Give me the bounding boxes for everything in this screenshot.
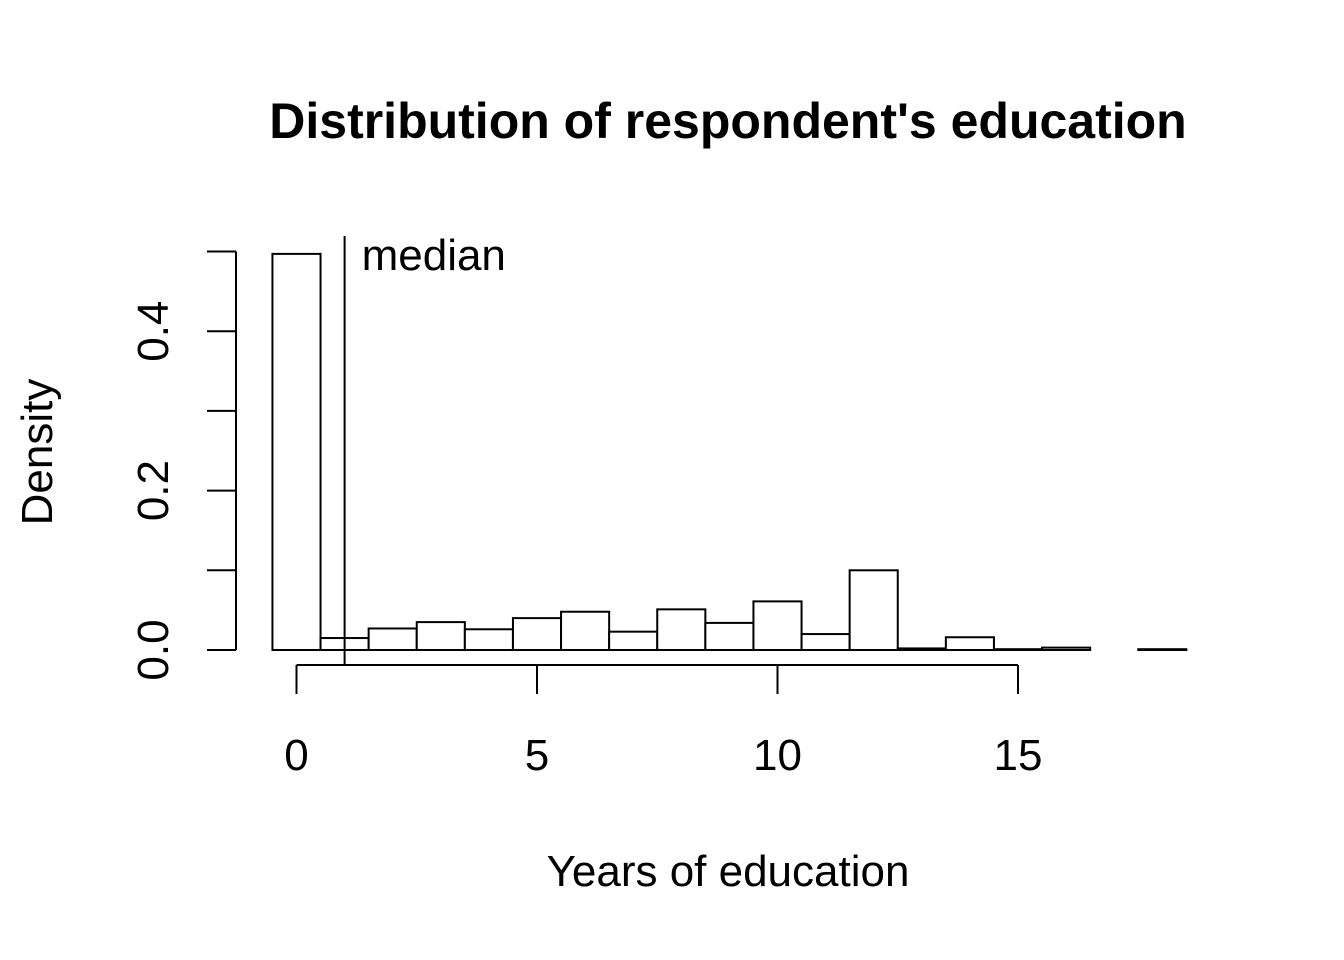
y-tick-label: 0.0: [129, 619, 178, 680]
x-axis-label: Years of education: [547, 847, 910, 896]
bars-group: [271, 252, 1188, 652]
y-axis-label: Density: [13, 379, 62, 526]
y-axis: 0.0 0.2 0.4: [129, 250, 237, 681]
histogram-bar: [944, 636, 995, 651]
median-label: median: [362, 231, 506, 280]
histogram-bar: [800, 633, 851, 651]
histogram-bar: [367, 627, 418, 651]
histogram-bar: [752, 600, 803, 652]
histogram-bar: [1041, 646, 1092, 651]
annotations-group: median: [343, 231, 506, 666]
histogram-bar: [415, 621, 466, 651]
histogram-bar: [463, 628, 514, 652]
x-tick-label: 5: [525, 731, 549, 780]
y-tick-label: 0.4: [129, 301, 178, 362]
histogram-bar: [704, 621, 755, 652]
x-tick-label: 0: [284, 731, 308, 780]
histogram-bar: [656, 608, 707, 651]
histogram-bar: [511, 617, 563, 651]
histogram-bar: [271, 252, 322, 651]
x-tick-label: 10: [753, 731, 802, 780]
y-tick-label: 0.2: [129, 460, 178, 521]
histogram-bar: [992, 648, 1044, 652]
histogram-bar: [848, 569, 899, 651]
histogram-bar: [1137, 648, 1188, 652]
histogram-bar: [896, 647, 947, 651]
chart-title: Distribution of respondent's education: [269, 93, 1186, 149]
x-tick-label: 15: [994, 731, 1043, 780]
histogram-bar: [608, 630, 659, 651]
x-axis: 0 5 10 15: [284, 664, 1043, 780]
histogram-bar: [560, 610, 611, 651]
